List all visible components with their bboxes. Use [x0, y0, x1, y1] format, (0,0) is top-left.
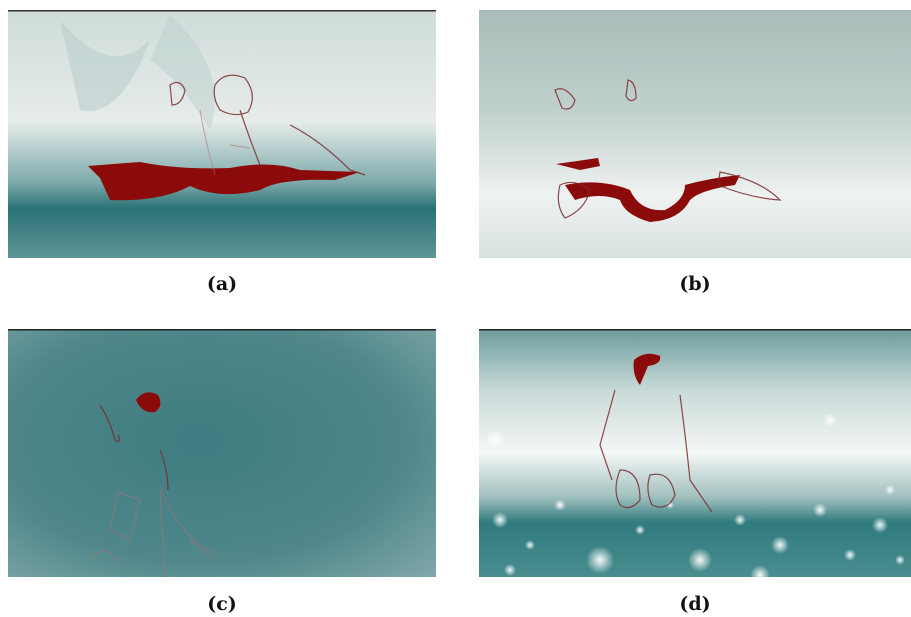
caption: (d) [679, 593, 710, 615]
panel-d [479, 329, 911, 585]
figure: (a) (b) (c) (d) [0, 0, 911, 617]
panel-a [8, 10, 436, 258]
panel-c [8, 329, 436, 577]
panel-b [479, 10, 911, 258]
caption: (b) [679, 273, 710, 295]
caption: (c) [207, 593, 237, 615]
caption: (a) [207, 273, 237, 295]
